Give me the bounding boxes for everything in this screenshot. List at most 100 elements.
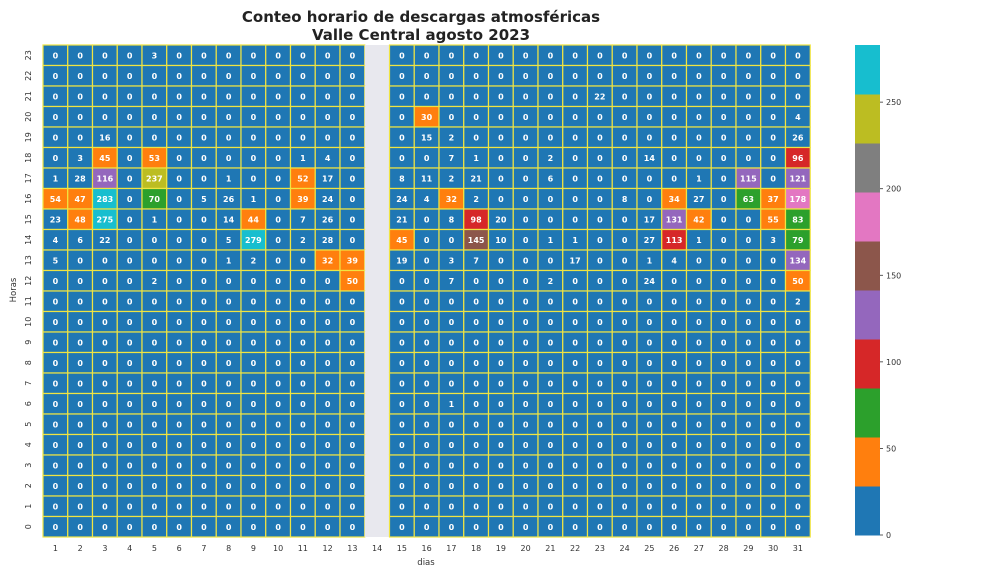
cell-value-label: 0 xyxy=(572,51,578,60)
cell-value-label: 0 xyxy=(275,338,281,347)
cell-value-label: 0 xyxy=(300,502,306,511)
cell-value-label: 115 xyxy=(740,174,757,183)
cell-value-label: 0 xyxy=(127,338,133,347)
cell-value-label: 0 xyxy=(152,523,158,532)
cell-value-label: 0 xyxy=(449,502,455,511)
cell-value-label: 0 xyxy=(176,482,182,491)
cell-value-label: 4 xyxy=(424,195,430,204)
y-axis-label: Horas xyxy=(9,277,19,302)
cell-value-label: 0 xyxy=(226,400,232,409)
colorbar-tick-label: 0 xyxy=(886,531,891,540)
cell-value-label: 0 xyxy=(696,359,702,368)
cell-value-label: 0 xyxy=(770,502,776,511)
y-tick-label: 13 xyxy=(24,255,33,265)
cell-value-label: 0 xyxy=(548,256,554,265)
cell-value-label: 0 xyxy=(572,72,578,81)
cell-value-label: 0 xyxy=(671,92,677,101)
cell-value-label: 0 xyxy=(622,338,628,347)
cell-value-label: 4 xyxy=(795,113,801,122)
cell-value-label: 2 xyxy=(473,195,479,204)
cell-value-label: 0 xyxy=(572,133,578,142)
cell-value-label: 0 xyxy=(548,338,554,347)
cell-value-label: 0 xyxy=(53,379,59,388)
cell-value-label: 0 xyxy=(176,72,182,81)
cell-value-label: 0 xyxy=(350,523,356,532)
cell-value-label: 0 xyxy=(523,72,529,81)
cell-value-label: 0 xyxy=(622,482,628,491)
x-tick-label: 27 xyxy=(694,544,704,553)
heatmap-cell-missing xyxy=(364,229,390,250)
cell-value-label: 0 xyxy=(350,297,356,306)
cell-value-label: 0 xyxy=(275,92,281,101)
colorbar-segment xyxy=(855,94,880,144)
cell-value-label: 0 xyxy=(572,441,578,450)
cell-value-label: 0 xyxy=(350,215,356,224)
cell-value-label: 0 xyxy=(721,338,727,347)
cell-value-label: 0 xyxy=(622,297,628,306)
cell-value-label: 0 xyxy=(721,133,727,142)
cell-value-label: 0 xyxy=(746,113,752,122)
cell-value-label: 0 xyxy=(201,441,207,450)
cell-value-label: 0 xyxy=(770,523,776,532)
cell-value-label: 0 xyxy=(647,338,653,347)
cell-value-label: 0 xyxy=(770,461,776,470)
cell-value-label: 0 xyxy=(226,133,232,142)
cell-value-label: 0 xyxy=(647,195,653,204)
cell-value-label: 0 xyxy=(325,379,331,388)
cell-value-label: 0 xyxy=(498,502,504,511)
cell-value-label: 0 xyxy=(102,420,108,429)
cell-value-label: 0 xyxy=(548,215,554,224)
cell-value-label: 0 xyxy=(449,72,455,81)
cell-value-label: 0 xyxy=(176,215,182,224)
cell-value-label: 0 xyxy=(350,338,356,347)
cell-value-label: 0 xyxy=(795,461,801,470)
cell-value-label: 0 xyxy=(523,318,529,327)
cell-value-label: 0 xyxy=(597,51,603,60)
cell-value-label: 0 xyxy=(572,277,578,286)
cell-value-label: 50 xyxy=(792,277,804,286)
cell-value-label: 0 xyxy=(795,482,801,491)
cell-value-label: 0 xyxy=(399,338,405,347)
cell-value-label: 0 xyxy=(523,174,529,183)
cell-value-label: 0 xyxy=(721,461,727,470)
cell-value-label: 0 xyxy=(325,113,331,122)
cell-value-label: 0 xyxy=(53,154,59,163)
cell-value-label: 0 xyxy=(176,523,182,532)
cell-value-label: 0 xyxy=(226,482,232,491)
cell-value-label: 0 xyxy=(201,502,207,511)
cell-value-label: 0 xyxy=(176,133,182,142)
cell-value-label: 0 xyxy=(548,523,554,532)
y-tick-label: 11 xyxy=(24,296,33,306)
cell-value-label: 0 xyxy=(523,215,529,224)
cell-value-label: 16 xyxy=(99,133,111,142)
cell-value-label: 0 xyxy=(127,420,133,429)
cell-value-label: 0 xyxy=(275,379,281,388)
cell-value-label: 0 xyxy=(597,154,603,163)
cell-value-label: 0 xyxy=(325,359,331,368)
cell-value-label: 0 xyxy=(102,297,108,306)
cell-value-label: 0 xyxy=(176,174,182,183)
cell-value-label: 0 xyxy=(746,277,752,286)
y-tick-label: 19 xyxy=(24,132,33,142)
cell-value-label: 39 xyxy=(297,195,309,204)
cell-value-label: 1 xyxy=(647,256,653,265)
cell-value-label: 0 xyxy=(622,441,628,450)
cell-value-label: 2 xyxy=(449,133,455,142)
cell-value-label: 0 xyxy=(77,359,83,368)
cell-value-label: 0 xyxy=(647,72,653,81)
cell-value-label: 0 xyxy=(721,236,727,245)
cell-value-label: 0 xyxy=(176,441,182,450)
cell-value-label: 0 xyxy=(721,400,727,409)
cell-value-label: 0 xyxy=(671,379,677,388)
cell-value-label: 0 xyxy=(746,92,752,101)
cell-value-label: 0 xyxy=(300,461,306,470)
x-tick-label: 15 xyxy=(397,544,407,553)
cell-value-label: 0 xyxy=(399,72,405,81)
cell-value-label: 0 xyxy=(325,420,331,429)
cell-value-label: 3 xyxy=(77,154,83,163)
cell-value-label: 0 xyxy=(275,215,281,224)
cell-value-label: 0 xyxy=(597,461,603,470)
cell-value-label: 0 xyxy=(622,461,628,470)
cell-value-label: 27 xyxy=(693,195,704,204)
cell-value-label: 0 xyxy=(770,400,776,409)
